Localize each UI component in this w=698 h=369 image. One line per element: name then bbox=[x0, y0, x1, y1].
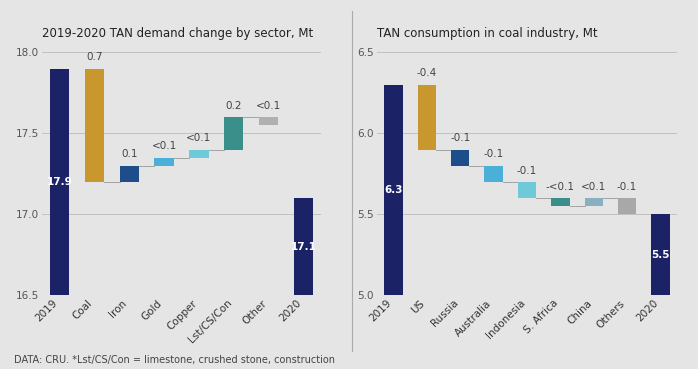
Text: 5.5: 5.5 bbox=[651, 250, 669, 260]
Text: <0.1: <0.1 bbox=[186, 133, 211, 143]
Bar bbox=[50, 69, 69, 295]
Text: -<0.1: -<0.1 bbox=[546, 182, 575, 192]
Bar bbox=[224, 117, 244, 149]
Text: -0.1: -0.1 bbox=[484, 149, 504, 159]
Text: -0.4: -0.4 bbox=[417, 69, 437, 79]
Text: -0.1: -0.1 bbox=[517, 166, 537, 176]
Bar bbox=[618, 198, 636, 214]
Bar bbox=[259, 117, 279, 125]
Bar bbox=[651, 214, 669, 295]
Bar bbox=[484, 166, 503, 182]
Text: <0.1: <0.1 bbox=[256, 101, 281, 111]
Text: <0.1: <0.1 bbox=[151, 141, 177, 151]
Text: 0.2: 0.2 bbox=[225, 101, 242, 111]
Bar bbox=[551, 198, 570, 206]
Text: -0.1: -0.1 bbox=[450, 133, 470, 143]
Text: DATA: CRU. *Lst/CS/Con = limestone, crushed stone, construction: DATA: CRU. *Lst/CS/Con = limestone, crus… bbox=[14, 355, 335, 365]
Bar bbox=[418, 85, 436, 149]
Bar bbox=[385, 85, 403, 295]
Bar bbox=[294, 198, 313, 295]
Text: 0.1: 0.1 bbox=[121, 149, 138, 159]
Text: 6.3: 6.3 bbox=[385, 185, 403, 195]
Text: <0.1: <0.1 bbox=[581, 182, 607, 192]
Text: TAN consumption in coal industry, Mt: TAN consumption in coal industry, Mt bbox=[377, 27, 597, 40]
Bar bbox=[518, 182, 536, 198]
Bar bbox=[451, 149, 470, 166]
Text: 17.9: 17.9 bbox=[47, 177, 72, 187]
Text: 2019-2020 TAN demand change by sector, Mt: 2019-2020 TAN demand change by sector, M… bbox=[42, 27, 313, 40]
Text: 17.1: 17.1 bbox=[290, 242, 317, 252]
Bar bbox=[84, 69, 104, 182]
Bar bbox=[189, 149, 209, 158]
Bar bbox=[119, 166, 139, 182]
Text: -0.1: -0.1 bbox=[617, 182, 637, 192]
Text: 0.7: 0.7 bbox=[86, 52, 103, 62]
Bar bbox=[584, 198, 603, 206]
Bar bbox=[154, 158, 174, 166]
